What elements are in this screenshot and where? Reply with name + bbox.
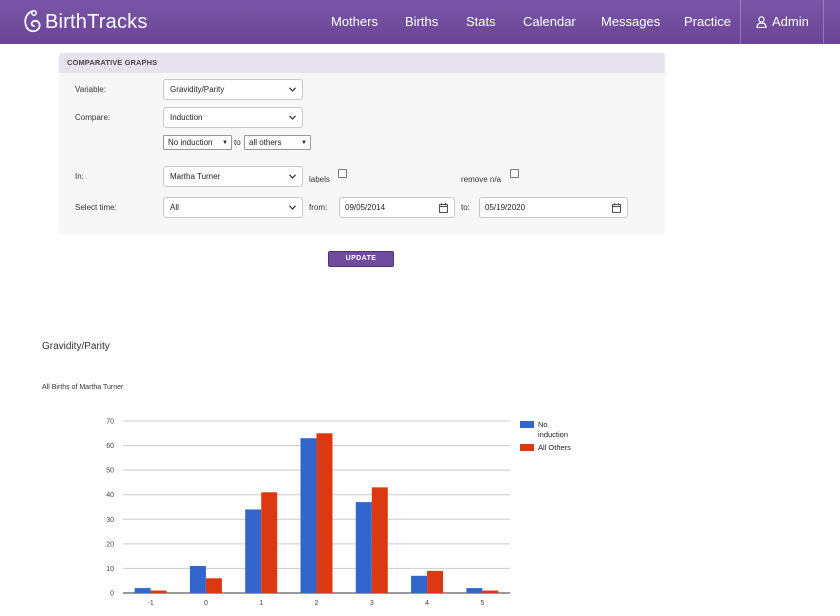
labels-label: labels (309, 175, 330, 184)
compare-to-label: to (234, 138, 241, 147)
compare-right-value: all others (249, 138, 282, 147)
calendar-icon[interactable] (612, 202, 621, 213)
remove-na-label: remove n/a (461, 175, 502, 184)
x-tick-label: 3 (370, 600, 374, 607)
variable-label: Variable: (75, 85, 106, 94)
brand[interactable]: BirthTracks (22, 8, 148, 36)
compare-right-select[interactable]: all others ▼ (244, 135, 311, 150)
y-tick-label: 40 (106, 492, 114, 499)
to-date-input[interactable]: 05/19/2020 (479, 197, 628, 218)
in-label: In: (75, 172, 84, 181)
chevron-down-icon (289, 204, 296, 210)
in-select[interactable]: Martha Turner (163, 166, 303, 187)
bar-all-others (371, 487, 388, 593)
legend-label: No (538, 420, 548, 429)
x-tick-label: 2 (315, 600, 319, 607)
compare-label: Compare: (75, 113, 111, 122)
panel-title: COMPARATIVE GRAPHS (59, 53, 665, 73)
chevron-down-icon (289, 173, 296, 179)
chevron-down-icon (289, 114, 296, 120)
nav-stats[interactable]: Stats (466, 14, 496, 29)
from-date-value: 09/05/2014 (345, 203, 386, 212)
bar-all-others (150, 590, 167, 593)
bar-all-others (427, 570, 444, 593)
legend-label: All Others (538, 443, 571, 452)
in-select-value: Martha Turner (170, 172, 221, 181)
comparative-graphs-panel: COMPARATIVE GRAPHS Variable: Gravidity/P… (59, 53, 665, 234)
x-tick-label: 4 (425, 600, 429, 607)
x-tick-label: 5 (480, 600, 484, 607)
nav-births[interactable]: Births (405, 14, 439, 29)
legend-swatch (520, 421, 534, 428)
birthtracks-logo-icon (24, 10, 41, 33)
to-date-value: 05/19/2020 (485, 203, 526, 212)
y-tick-label: 30 (106, 517, 114, 524)
time-select-value: All (170, 203, 179, 212)
y-tick-label: 10 (106, 566, 114, 573)
nav-mothers[interactable]: Mothers (331, 14, 378, 29)
from-label: from: (309, 203, 328, 212)
x-tick-label: -1 (148, 600, 154, 607)
x-tick-label: 0 (204, 600, 208, 607)
bar-no-induction (189, 565, 206, 593)
nav-calendar[interactable]: Calendar (523, 14, 576, 29)
chart-subtitle: All Births of Martha Turner (42, 384, 124, 391)
compare-select-value: Induction (170, 113, 203, 122)
y-tick-label: 0 (110, 591, 114, 598)
bar-all-others (316, 433, 333, 593)
bar-all-others (205, 578, 222, 593)
nav-divider (740, 0, 741, 44)
chart-heading: Gravidity/Parity (42, 341, 110, 352)
bar-no-induction (355, 502, 372, 593)
top-navbar: BirthTracks Mothers Births Stats Calenda… (0, 0, 840, 44)
select-time-label: Select time: (75, 203, 117, 212)
bar-all-others (482, 590, 499, 593)
bar-no-induction (245, 509, 262, 593)
variable-select[interactable]: Gravidity/Parity (163, 79, 303, 100)
compare-left-value: No induction (168, 138, 213, 147)
compare-left-select[interactable]: No induction ▼ (163, 135, 232, 150)
legend-swatch (520, 444, 534, 451)
y-tick-label: 70 (106, 419, 114, 426)
y-tick-label: 60 (106, 443, 114, 450)
y-tick-label: 50 (106, 468, 114, 475)
nav-divider (823, 0, 824, 44)
bar-no-induction (134, 588, 151, 593)
to-date-label: to: (461, 203, 470, 212)
time-select[interactable]: All (163, 197, 303, 218)
bar-no-induction (466, 588, 483, 593)
bar-all-others (261, 492, 278, 593)
labels-checkbox[interactable] (338, 169, 347, 178)
nav-messages[interactable]: Messages (601, 14, 661, 29)
legend-label: induction (538, 430, 568, 439)
compare-select[interactable]: Induction (163, 107, 303, 128)
variable-select-value: Gravidity/Parity (170, 85, 225, 94)
nav-practice[interactable]: Practice (684, 14, 731, 29)
bar-no-induction (411, 575, 428, 593)
from-date-input[interactable]: 09/05/2014 (339, 197, 455, 218)
y-tick-label: 20 (106, 541, 114, 548)
update-button[interactable]: UPDATE (328, 251, 394, 267)
remove-na-checkbox[interactable] (510, 169, 519, 178)
chevron-down-icon (289, 86, 296, 92)
dropdown-arrow-icon: ▼ (222, 139, 228, 146)
dropdown-arrow-icon: ▼ (301, 139, 307, 146)
bar-no-induction (300, 438, 317, 593)
user-icon (756, 16, 767, 28)
admin-label: Admin (772, 14, 809, 29)
nav-admin[interactable]: Admin (756, 0, 809, 44)
calendar-icon[interactable] (439, 202, 448, 213)
brand-name: BirthTracks (45, 10, 148, 33)
x-tick-label: 1 (259, 600, 263, 607)
